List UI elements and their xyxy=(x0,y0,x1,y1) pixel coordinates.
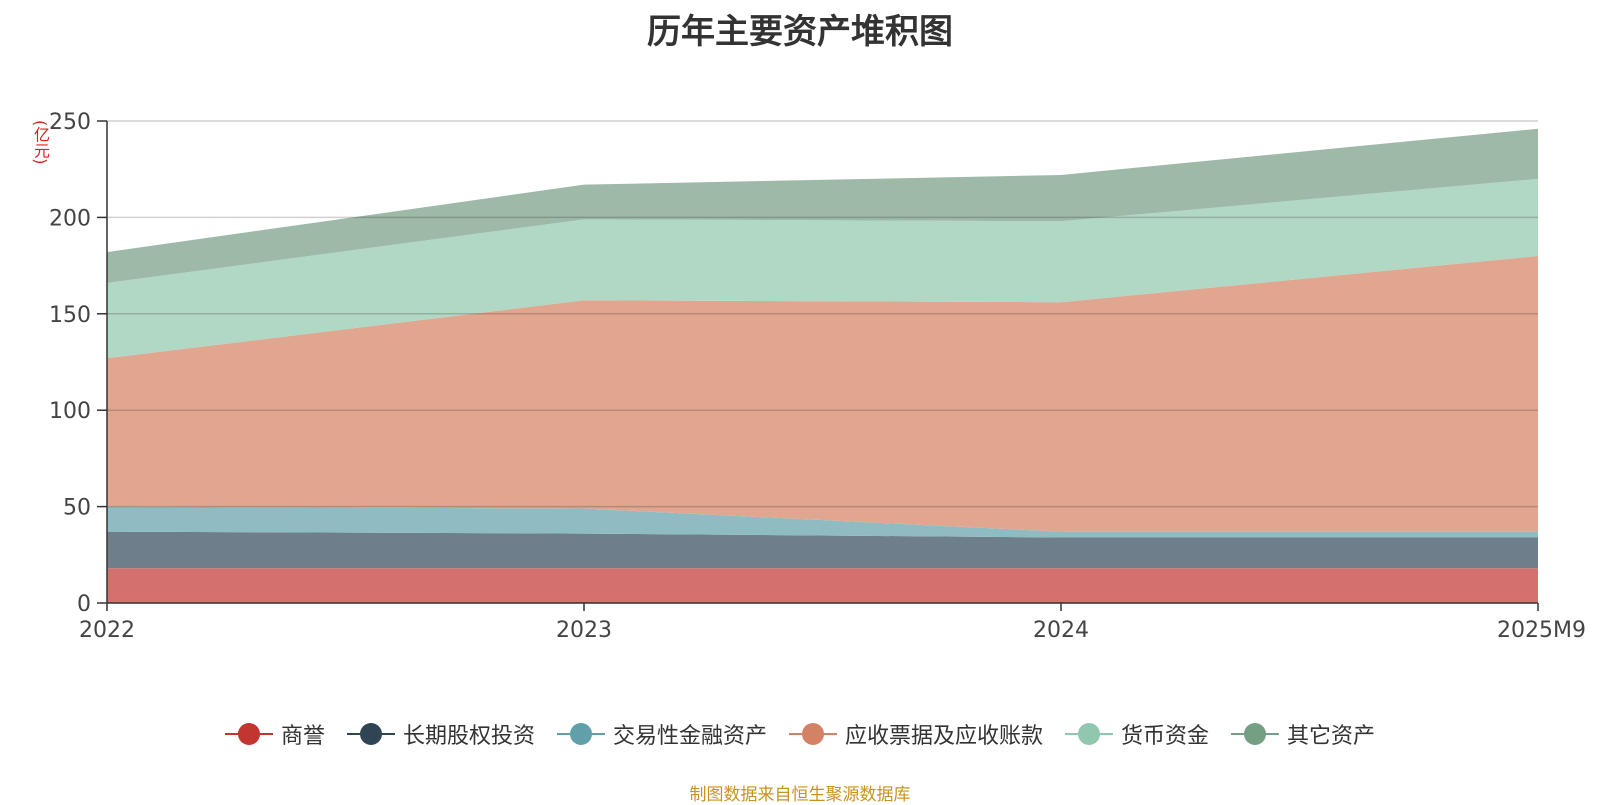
legend-label: 货币资金 xyxy=(1121,724,1210,749)
area-series-3 xyxy=(107,255,1538,532)
legend-swatch-icon xyxy=(1065,722,1114,746)
x-tick-label: 2023 xyxy=(556,618,612,643)
source-note: 制图数据来自恒生聚源数据库 xyxy=(689,785,911,805)
area-series-4 xyxy=(107,178,1538,359)
y-axis-unit-label: (亿元) xyxy=(31,120,50,165)
y-tick-label: 200 xyxy=(49,206,91,231)
legend-label: 商誉 xyxy=(280,724,325,749)
legend-swatch-icon xyxy=(224,722,273,746)
area-series-2 xyxy=(107,506,1538,538)
x-tick-label: 2022 xyxy=(79,618,135,643)
y-tick-label: 50 xyxy=(63,496,91,521)
legend-swatch-icon xyxy=(346,722,395,746)
y-tick-label: 150 xyxy=(49,303,91,328)
y-tick-label: 100 xyxy=(49,399,91,424)
legend: 商誉 长期股权投资 交易性金融资产 应收票据及应收账款 货币资金 其它资产 xyxy=(0,718,1600,750)
x-tick-label: 2025M9 xyxy=(1497,618,1586,643)
legend-item[interactable]: 其它资产 xyxy=(1231,718,1375,750)
legend-swatch-icon xyxy=(556,722,605,746)
y-tick-label: 250 xyxy=(49,110,91,135)
legend-item[interactable]: 商誉 xyxy=(224,718,325,750)
x-tick-label: 2024 xyxy=(1033,618,1089,643)
legend-item[interactable]: 应收票据及应收账款 xyxy=(789,718,1043,750)
chart-title: 历年主要资产堆积图 xyxy=(647,12,953,52)
area-series-5 xyxy=(107,128,1538,283)
legend-item[interactable]: 交易性金融资产 xyxy=(556,718,767,750)
legend-swatch-icon xyxy=(1231,722,1280,746)
legend-item[interactable]: 货币资金 xyxy=(1065,718,1209,750)
legend-label: 其它资产 xyxy=(1287,724,1376,749)
legend-label: 交易性金融资产 xyxy=(612,724,767,749)
y-tick-label: 0 xyxy=(77,592,91,617)
legend-label: 应收票据及应收账款 xyxy=(845,724,1044,749)
legend-swatch-icon xyxy=(789,722,837,746)
legend-label: 长期股权投资 xyxy=(402,724,535,749)
area-series-0 xyxy=(107,568,1538,603)
legend-item[interactable]: 长期股权投资 xyxy=(346,718,535,750)
area-series-1 xyxy=(107,531,1538,569)
